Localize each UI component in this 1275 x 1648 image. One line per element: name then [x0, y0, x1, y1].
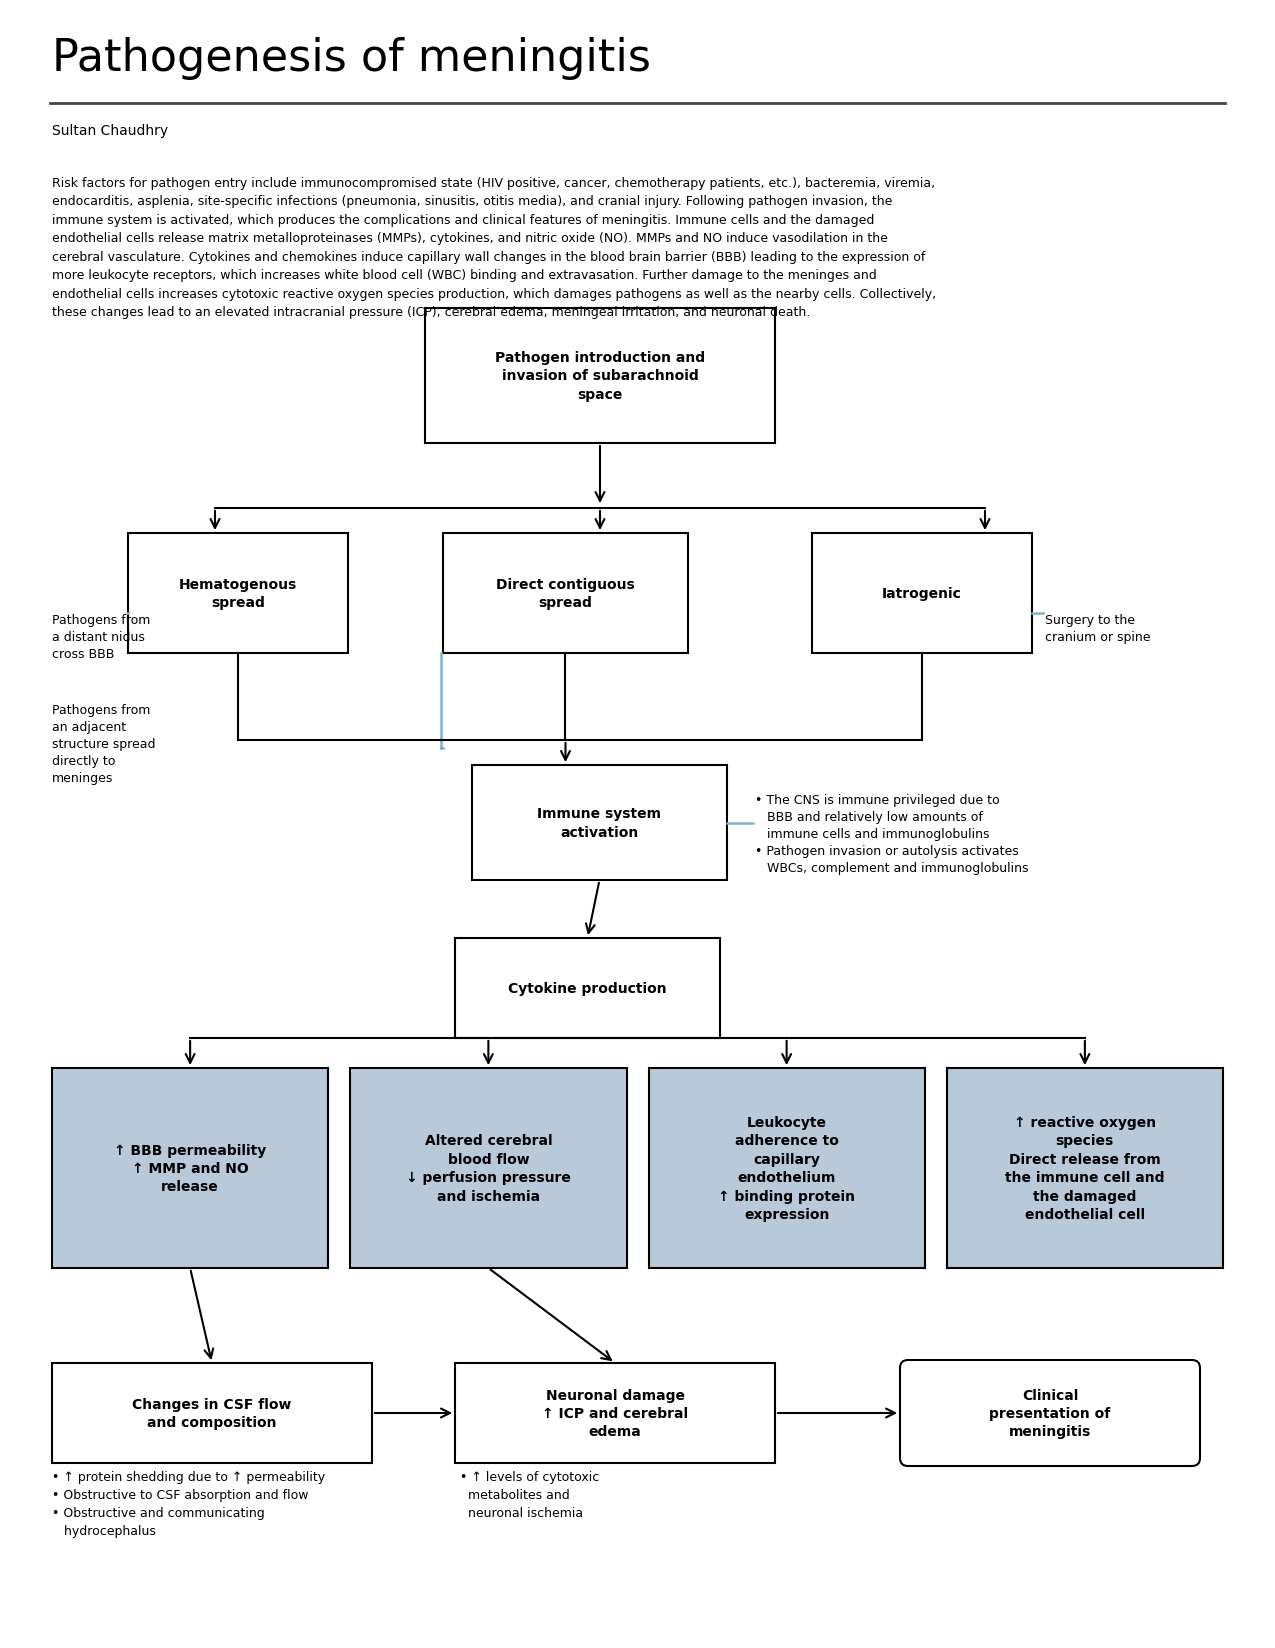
Text: • ↑ protein shedding due to ↑ permeability
• Obstructive to CSF absorption and f: • ↑ protein shedding due to ↑ permeabili…	[52, 1470, 325, 1538]
Bar	[52, 1363, 372, 1463]
Text: Hematogenous
spread: Hematogenous spread	[179, 577, 297, 610]
Bar	[455, 1363, 775, 1463]
Text: Pathogens from
an adjacent
structure spread
directly to
meninges: Pathogens from an adjacent structure spr…	[52, 704, 156, 784]
Bar	[649, 1068, 924, 1269]
Bar	[455, 938, 720, 1038]
Bar	[812, 534, 1031, 654]
Bar	[947, 1068, 1223, 1269]
Text: Sultan Chaudhry: Sultan Chaudhry	[52, 124, 168, 138]
Text: Pathogens from
a distant nidus
cross BBB: Pathogens from a distant nidus cross BBB	[52, 613, 150, 661]
Bar	[128, 534, 348, 654]
Text: Clinical
presentation of
meningitis: Clinical presentation of meningitis	[989, 1388, 1111, 1439]
Text: • ↑ levels of cytotoxic
  metabolites and
  neuronal ischemia: • ↑ levels of cytotoxic metabolites and …	[460, 1470, 599, 1519]
Text: Cytokine production: Cytokine production	[509, 982, 667, 995]
Bar	[52, 1068, 328, 1269]
FancyBboxPatch shape	[900, 1360, 1200, 1467]
Text: Risk factors for pathogen entry include immunocompromised state (HIV positive, c: Risk factors for pathogen entry include …	[52, 176, 936, 320]
Text: Altered cerebral
blood flow
↓ perfusion pressure
and ischemia: Altered cerebral blood flow ↓ perfusion …	[405, 1134, 571, 1203]
Text: Immune system
activation: Immune system activation	[538, 808, 662, 839]
Bar	[472, 766, 727, 880]
Text: Pathogenesis of meningitis: Pathogenesis of meningitis	[52, 38, 650, 81]
Bar	[442, 534, 688, 654]
Text: Neuronal damage
↑ ICP and cerebral
edema: Neuronal damage ↑ ICP and cerebral edema	[542, 1388, 688, 1439]
Text: ↑ BBB permeability
↑ MMP and NO
release: ↑ BBB permeability ↑ MMP and NO release	[113, 1144, 266, 1193]
Bar	[425, 308, 775, 443]
Text: Pathogen introduction and
invasion of subarachnoid
space: Pathogen introduction and invasion of su…	[495, 351, 705, 402]
Text: Leukocyte
adherence to
capillary
endothelium
↑ binding protein
expression: Leukocyte adherence to capillary endothe…	[718, 1116, 856, 1221]
Text: Changes in CSF flow
and composition: Changes in CSF flow and composition	[133, 1398, 292, 1429]
Text: • The CNS is immune privileged due to
   BBB and relatively low amounts of
   im: • The CNS is immune privileged due to BB…	[755, 794, 1029, 875]
Text: Direct contiguous
spread: Direct contiguous spread	[496, 577, 635, 610]
Bar	[351, 1068, 626, 1269]
Text: Surgery to the
cranium or spine: Surgery to the cranium or spine	[1046, 613, 1150, 644]
Text: Iatrogenic: Iatrogenic	[882, 587, 961, 600]
Text: ↑ reactive oxygen
species
Direct release from
the immune cell and
the damaged
en: ↑ reactive oxygen species Direct release…	[1005, 1116, 1164, 1221]
